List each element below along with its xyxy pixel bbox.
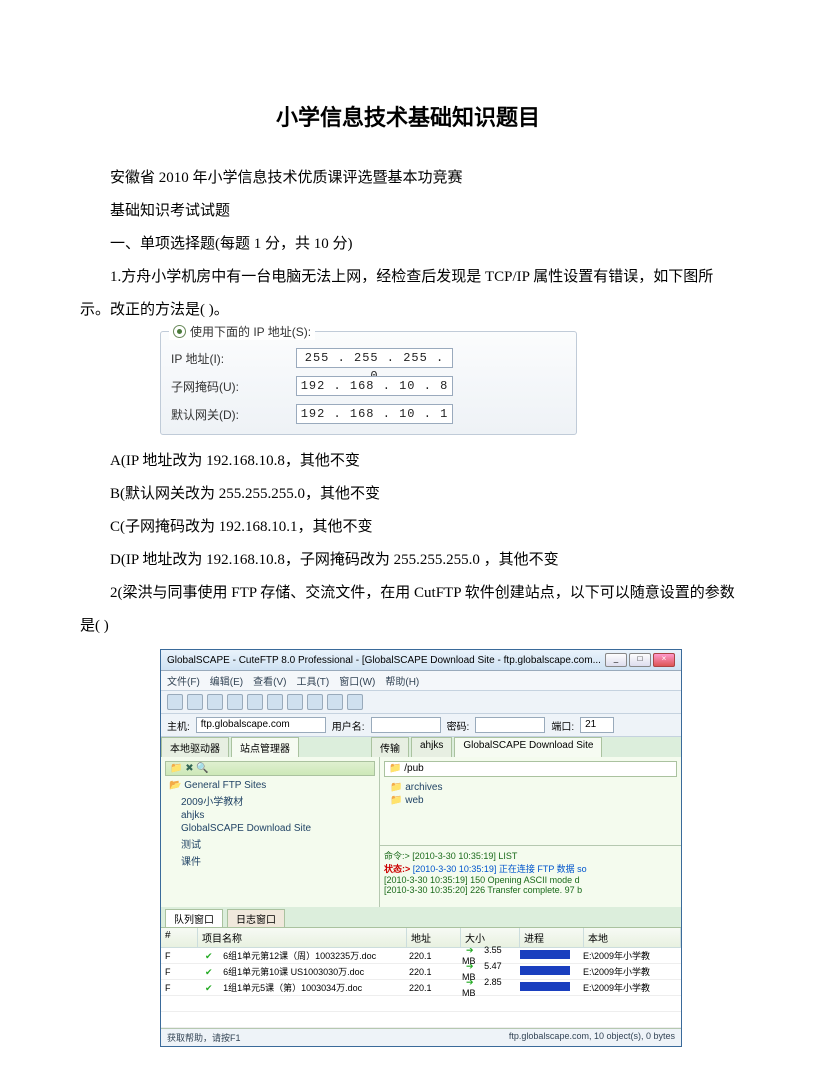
queue-row[interactable]: F ✔ 6组1单元第10课 US1003030万.doc 220.1 ➔ 5.4… — [161, 964, 681, 980]
ip-legend[interactable]: 使用下面的 IP 地址(S): — [169, 323, 315, 340]
subnet-mask-label: 子网掩码(U): — [171, 378, 296, 395]
question-2: 2(梁洪与同事使用 FTP 存储、交流文件，在用 CutFTP 软件创建站点，以… — [80, 577, 736, 643]
menu-help[interactable]: 帮助(H) — [385, 673, 419, 688]
queue-header: # 项目名称 地址 大小 进程 本地 — [161, 927, 681, 948]
tab-site-manager[interactable]: 站点管理器 — [231, 737, 299, 757]
menu-edit[interactable]: 编辑(E) — [210, 673, 243, 688]
minimize-icon[interactable]: _ — [605, 653, 627, 667]
ftp-title-text: GlobalSCAPE - CuteFTP 8.0 Professional -… — [167, 655, 601, 666]
pw-label: 密码: — [447, 718, 470, 733]
page-title: 小学信息技术基础知识题目 — [80, 100, 736, 132]
ftp-menubar[interactable]: 文件(F) 编辑(E) 查看(V) 工具(T) 窗口(W) 帮助(H) — [161, 671, 681, 691]
ip-settings-panel: 使用下面的 IP 地址(S): IP 地址(I): 255 . 255 . 25… — [160, 331, 577, 435]
log-cmd-label: 命令:> — [384, 851, 410, 861]
para-intro2: 基础知识考试试题 — [80, 195, 736, 228]
host-label: 主机: — [167, 718, 190, 733]
tab-ahjks[interactable]: ahjks — [411, 737, 452, 757]
user-label: 用户名: — [332, 718, 365, 733]
ip-row-address: IP 地址(I): 255 . 255 . 255 . 0 — [171, 348, 566, 368]
log-status-label: 状态:> — [384, 864, 410, 874]
remote-pane[interactable]: 📁 /pub 📁 archives 📁 web — [380, 757, 681, 846]
menu-tools[interactable]: 工具(T) — [296, 673, 329, 688]
tab-local-drive[interactable]: 本地驱动器 — [161, 737, 229, 757]
remote-path[interactable]: 📁 /pub — [384, 761, 677, 777]
para-intro1: 安徽省 2010 年小学信息技术优质课评选暨基本功竞赛 — [80, 162, 736, 195]
option-b: B(默认网关改为 255.255.255.0，其他不变 — [80, 478, 736, 511]
toolbar-icon[interactable] — [347, 694, 363, 710]
user-field[interactable] — [371, 717, 441, 733]
status-left: 获取帮助，请按F1 — [167, 1031, 241, 1044]
status-bar: 获取帮助，请按F1 ftp.globalscape.com, 10 object… — [161, 1028, 681, 1046]
ftp-toolbar — [161, 691, 681, 714]
option-a: A(IP 地址改为 192.168.10.8，其他不变 — [80, 445, 736, 478]
host-field[interactable]: ftp.globalscape.com — [196, 717, 326, 733]
tree-item[interactable]: GlobalSCAPE Download Site — [165, 822, 375, 835]
radio-icon[interactable] — [173, 325, 186, 338]
gateway-label: 默认网关(D): — [171, 406, 296, 423]
log-pane: 命令:> [2010-3-30 10:35:19] LIST 状态:> [201… — [380, 846, 681, 907]
menu-file[interactable]: 文件(F) — [167, 673, 200, 688]
tree-item[interactable]: 测试 — [165, 835, 375, 852]
tree-toolbar: 📁 ✖ 🔍 — [165, 761, 375, 776]
toolbar-icon[interactable] — [247, 694, 263, 710]
progress-bar — [520, 950, 570, 959]
queue-pane: 队列窗口 日志窗口 # 项目名称 地址 大小 进程 本地 F ✔ 6组1单元第1… — [161, 907, 681, 1028]
port-label: 端口: — [551, 718, 574, 733]
toolbar-icon[interactable] — [207, 694, 223, 710]
log-line: [2010-3-30 10:35:19] 150 Opening ASCII m… — [384, 875, 677, 885]
progress-bar — [520, 982, 570, 991]
log-line: [2010-3-30 10:35:20] 226 Transfer comple… — [384, 885, 677, 895]
tree-item[interactable]: 2009小学教材 — [165, 792, 375, 809]
subnet-mask-field[interactable]: 192 . 168 . 10 . 8 — [296, 376, 453, 396]
status-right: ftp.globalscape.com, 10 object(s), 0 byt… — [509, 1031, 675, 1044]
maximize-icon[interactable]: □ — [629, 653, 651, 667]
queue-row-empty — [161, 1012, 681, 1028]
tree-root[interactable]: 📂 General FTP Sites — [165, 779, 375, 792]
pw-field[interactable] — [475, 717, 545, 733]
tab-download-site[interactable]: GlobalSCAPE Download Site — [454, 737, 602, 757]
ftp-window: GlobalSCAPE - CuteFTP 8.0 Professional -… — [160, 649, 682, 1047]
ftp-titlebar: GlobalSCAPE - CuteFTP 8.0 Professional -… — [161, 650, 681, 671]
option-d: D(IP 地址改为 192.168.10.8，子网掩码改为 255.255.25… — [80, 544, 736, 577]
option-c: C(子网掩码改为 192.168.10.1，其他不变 — [80, 511, 736, 544]
menu-view[interactable]: 查看(V) — [253, 673, 286, 688]
queue-row-empty — [161, 996, 681, 1012]
ip-row-gateway: 默认网关(D): 192 . 168 . 10 . 1 — [171, 404, 566, 424]
ftp-address-bar: 主机: ftp.globalscape.com 用户名: 密码: 端口: 21 — [161, 714, 681, 737]
toolbar-icon[interactable] — [327, 694, 343, 710]
tree-item[interactable]: 课件 — [165, 852, 375, 869]
para-section: 一、单项选择题(每题 1 分，共 10 分) — [80, 228, 736, 261]
toolbar-icon[interactable] — [187, 694, 203, 710]
tab-log[interactable]: 日志窗口 — [227, 909, 285, 927]
tree-item[interactable]: ahjks — [165, 809, 375, 822]
ip-address-label: IP 地址(I): — [171, 350, 296, 367]
port-field[interactable]: 21 — [580, 717, 614, 733]
toolbar-icon[interactable] — [167, 694, 183, 710]
gateway-field[interactable]: 192 . 168 . 10 . 1 — [296, 404, 453, 424]
site-tree[interactable]: 📁 ✖ 🔍 📂 General FTP Sites 2009小学教材 ahjks… — [161, 757, 380, 907]
toolbar-icon[interactable] — [307, 694, 323, 710]
queue-row[interactable]: F ✔ 1组1单元5课（第）1003034万.doc 220.1 ➔ 2.85 … — [161, 980, 681, 996]
close-icon[interactable]: × — [653, 653, 675, 667]
menu-window[interactable]: 窗口(W) — [339, 673, 375, 688]
tab-queue[interactable]: 队列窗口 — [165, 909, 223, 927]
progress-bar — [520, 966, 570, 975]
toolbar-icon[interactable] — [227, 694, 243, 710]
tab-transfer[interactable]: 传输 — [371, 737, 409, 757]
ip-legend-text: 使用下面的 IP 地址(S): — [190, 323, 311, 340]
question-1: 1.方舟小学机房中有一台电脑无法上网，经检查后发现是 TCP/IP 属性设置有错… — [80, 261, 736, 327]
remote-folder[interactable]: 📁 archives — [384, 781, 677, 794]
ip-address-field[interactable]: 255 . 255 . 255 . 0 — [296, 348, 453, 368]
remote-folder[interactable]: 📁 web — [384, 794, 677, 807]
ip-row-mask: 子网掩码(U): 192 . 168 . 10 . 8 — [171, 376, 566, 396]
toolbar-icon[interactable] — [287, 694, 303, 710]
queue-row[interactable]: F ✔ 6组1单元第12课（周）1003235万.doc 220.1 ➔ 3.5… — [161, 948, 681, 964]
toolbar-icon[interactable] — [267, 694, 283, 710]
